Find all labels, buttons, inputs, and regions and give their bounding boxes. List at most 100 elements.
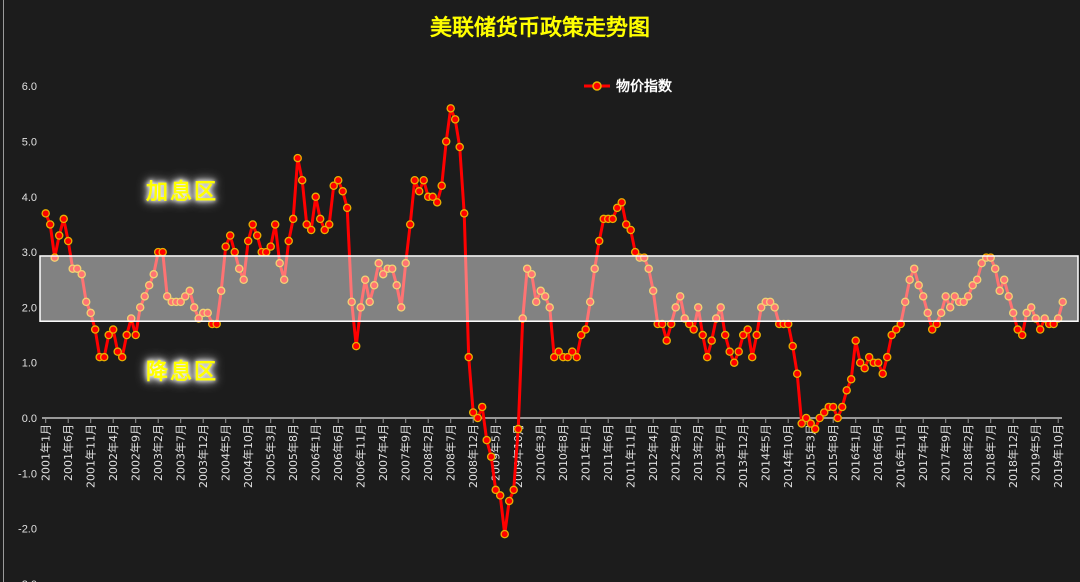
x-tick-label: 2003年12月 xyxy=(196,424,210,488)
legend-line-marker-icon xyxy=(584,81,610,91)
data-point xyxy=(936,308,946,318)
data-point xyxy=(432,198,442,207)
data-point xyxy=(675,292,685,301)
data-point xyxy=(680,314,689,323)
x-tick-label: 2016年11月 xyxy=(894,424,908,488)
data-point xyxy=(446,104,455,113)
data-point xyxy=(450,115,460,124)
data-point xyxy=(864,352,874,362)
data-point xyxy=(414,187,424,196)
data-point xyxy=(374,258,383,268)
data-point xyxy=(185,286,194,296)
x-tick-label: 2006年11月 xyxy=(354,424,368,488)
chart-title: 美联储货币政策走势图 xyxy=(429,16,650,41)
data-point xyxy=(554,347,563,356)
data-point xyxy=(725,347,734,356)
data-point xyxy=(108,325,118,334)
x-tick-label: 2018年2月 xyxy=(961,424,975,481)
data-point xyxy=(279,275,289,284)
data-point xyxy=(1035,325,1045,334)
x-tick-label: 2018年12月 xyxy=(1006,424,1020,488)
data-point xyxy=(1031,314,1040,323)
x-tick-label: 2001年6月 xyxy=(61,424,75,481)
y-tick-label: 6.0 xyxy=(22,81,37,93)
y-tick-label: 5.0 xyxy=(22,137,37,149)
data-point xyxy=(932,319,941,329)
x-tick-label: 2011年1月 xyxy=(579,424,593,481)
data-point xyxy=(801,413,811,423)
data-point xyxy=(72,264,82,273)
data-point xyxy=(99,352,109,362)
x-tick-label: 2017年4月 xyxy=(916,424,930,481)
data-point xyxy=(918,292,928,301)
data-point xyxy=(567,347,577,356)
data-point xyxy=(549,352,559,362)
data-point xyxy=(347,297,356,307)
data-point xyxy=(522,264,532,273)
data-point xyxy=(837,402,847,412)
data-point xyxy=(1053,314,1063,323)
data-point xyxy=(419,175,428,185)
data-point xyxy=(1022,308,1031,318)
data-point xyxy=(297,175,307,185)
x-tick-label: 2010年3月 xyxy=(534,424,548,481)
data-point xyxy=(711,314,721,323)
x-tick-label: 2008年12月 xyxy=(466,424,480,488)
data-point xyxy=(126,314,136,323)
data-point xyxy=(225,231,235,240)
x-tick-label: 2006年1月 xyxy=(309,424,323,481)
y-tick-label: 4.0 xyxy=(22,192,37,204)
data-point xyxy=(221,242,230,251)
data-point xyxy=(581,325,590,334)
data-point xyxy=(878,369,887,379)
data-point xyxy=(873,358,883,367)
data-point xyxy=(1004,292,1013,301)
x-tick-label: 2001年11月 xyxy=(84,424,98,488)
data-point xyxy=(473,413,482,423)
x-tick-label: 2013年7月 xyxy=(714,424,728,481)
rate-cut-zone-label: 降息区 xyxy=(146,360,219,385)
x-tick-label: 2011年11月 xyxy=(624,424,638,488)
x-tick-label: 2008年2月 xyxy=(421,424,435,481)
data-point xyxy=(513,424,523,434)
y-tick-label: -1.0 xyxy=(18,468,37,480)
data-point xyxy=(495,491,505,500)
data-point xyxy=(284,236,293,246)
data-point xyxy=(693,303,703,312)
data-point xyxy=(891,325,901,334)
data-point xyxy=(369,281,379,290)
data-point xyxy=(144,281,154,290)
data-point xyxy=(851,336,860,345)
data-point xyxy=(531,297,541,307)
data-point xyxy=(149,269,158,279)
x-tick-label: 2001年1月 xyxy=(39,424,53,481)
x-tick-label: 2017年9月 xyxy=(939,424,953,481)
x-tick-label: 2012年9月 xyxy=(669,424,683,481)
data-point xyxy=(963,292,973,301)
data-point xyxy=(770,303,779,312)
data-point xyxy=(306,225,316,235)
x-tick-label: 2013年12月 xyxy=(736,424,750,488)
data-point xyxy=(176,297,185,307)
data-point xyxy=(320,225,329,235)
data-point xyxy=(410,175,419,185)
data-point xyxy=(468,408,478,417)
data-point xyxy=(563,352,572,362)
data-point xyxy=(977,258,986,268)
x-tick-label: 2006年6月 xyxy=(331,424,345,481)
data-point xyxy=(626,225,635,235)
data-point xyxy=(819,408,829,417)
x-tick-label: 2015年3月 xyxy=(804,424,818,481)
data-point xyxy=(882,352,892,362)
legend-label: 物价指数 xyxy=(616,79,672,95)
data-point xyxy=(54,231,64,240)
data-point xyxy=(491,485,500,495)
data-point xyxy=(990,264,1000,273)
data-point xyxy=(162,292,172,301)
data-point xyxy=(585,297,595,307)
x-tick-label: 2005年8月 xyxy=(286,424,300,481)
data-point xyxy=(482,435,491,445)
data-point xyxy=(648,286,658,296)
data-point xyxy=(117,352,127,362)
data-point xyxy=(45,220,55,229)
